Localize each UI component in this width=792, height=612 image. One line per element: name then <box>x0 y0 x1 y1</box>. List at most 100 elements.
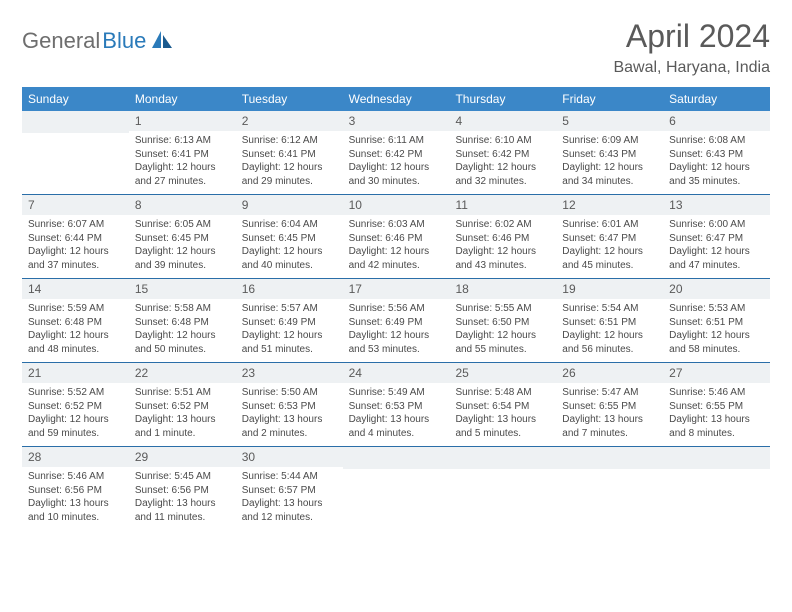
daylight-label: Daylight: 12 hours and 39 minutes. <box>135 245 230 272</box>
daylight-label: Daylight: 13 hours and 4 minutes. <box>349 413 444 440</box>
day-body: Sunrise: 5:57 AMSunset: 6:49 PMDaylight:… <box>236 299 343 362</box>
weeks-container: 1Sunrise: 6:13 AMSunset: 6:41 PMDaylight… <box>22 111 770 530</box>
sunrise-label: Sunrise: 6:07 AM <box>28 218 123 232</box>
daylight-label: Daylight: 13 hours and 8 minutes. <box>669 413 764 440</box>
day-number: 10 <box>343 195 450 215</box>
sunset-label: Sunset: 6:51 PM <box>669 316 764 330</box>
month-title: April 2024 <box>613 18 770 55</box>
sunset-label: Sunset: 6:46 PM <box>455 232 550 246</box>
sunset-label: Sunset: 6:54 PM <box>455 400 550 414</box>
daylight-label: Daylight: 13 hours and 7 minutes. <box>562 413 657 440</box>
sunrise-label: Sunrise: 5:56 AM <box>349 302 444 316</box>
day-body: Sunrise: 6:11 AMSunset: 6:42 PMDaylight:… <box>343 131 450 194</box>
day-number <box>22 111 129 133</box>
sunrise-label: Sunrise: 5:47 AM <box>562 386 657 400</box>
logo-text-blue: Blue <box>102 28 146 54</box>
day-cell: 26Sunrise: 5:47 AMSunset: 6:55 PMDayligh… <box>556 363 663 446</box>
day-number: 22 <box>129 363 236 383</box>
day-cell: 23Sunrise: 5:50 AMSunset: 6:53 PMDayligh… <box>236 363 343 446</box>
day-body: Sunrise: 5:44 AMSunset: 6:57 PMDaylight:… <box>236 467 343 530</box>
day-number: 29 <box>129 447 236 467</box>
daylight-label: Daylight: 12 hours and 37 minutes. <box>28 245 123 272</box>
logo-sail-icon <box>151 29 173 54</box>
day-number: 11 <box>449 195 556 215</box>
sunset-label: Sunset: 6:45 PM <box>242 232 337 246</box>
daylight-label: Daylight: 13 hours and 1 minute. <box>135 413 230 440</box>
sunrise-label: Sunrise: 6:03 AM <box>349 218 444 232</box>
day-cell: 24Sunrise: 5:49 AMSunset: 6:53 PMDayligh… <box>343 363 450 446</box>
daylight-label: Daylight: 13 hours and 2 minutes. <box>242 413 337 440</box>
sunrise-label: Sunrise: 6:10 AM <box>455 134 550 148</box>
day-cell: 1Sunrise: 6:13 AMSunset: 6:41 PMDaylight… <box>129 111 236 194</box>
sunset-label: Sunset: 6:52 PM <box>28 400 123 414</box>
sunrise-label: Sunrise: 5:53 AM <box>669 302 764 316</box>
day-number: 30 <box>236 447 343 467</box>
daylight-label: Daylight: 12 hours and 55 minutes. <box>455 329 550 356</box>
day-body: Sunrise: 6:02 AMSunset: 6:46 PMDaylight:… <box>449 215 556 278</box>
day-body: Sunrise: 5:58 AMSunset: 6:48 PMDaylight:… <box>129 299 236 362</box>
day-number: 1 <box>129 111 236 131</box>
sunset-label: Sunset: 6:43 PM <box>669 148 764 162</box>
day-cell: 5Sunrise: 6:09 AMSunset: 6:43 PMDaylight… <box>556 111 663 194</box>
sunset-label: Sunset: 6:42 PM <box>455 148 550 162</box>
day-number: 16 <box>236 279 343 299</box>
day-cell: 6Sunrise: 6:08 AMSunset: 6:43 PMDaylight… <box>663 111 770 194</box>
day-body: Sunrise: 6:01 AMSunset: 6:47 PMDaylight:… <box>556 215 663 278</box>
sunset-label: Sunset: 6:50 PM <box>455 316 550 330</box>
sunrise-label: Sunrise: 6:04 AM <box>242 218 337 232</box>
day-number <box>343 447 450 469</box>
daylight-label: Daylight: 12 hours and 50 minutes. <box>135 329 230 356</box>
logo-text-general: General <box>22 28 100 54</box>
sunrise-label: Sunrise: 5:57 AM <box>242 302 337 316</box>
dayhead-sat: Saturday <box>663 87 770 111</box>
day-cell: 28Sunrise: 5:46 AMSunset: 6:56 PMDayligh… <box>22 447 129 530</box>
day-cell: 17Sunrise: 5:56 AMSunset: 6:49 PMDayligh… <box>343 279 450 362</box>
day-cell: 8Sunrise: 6:05 AMSunset: 6:45 PMDaylight… <box>129 195 236 278</box>
day-number: 7 <box>22 195 129 215</box>
day-body: Sunrise: 6:08 AMSunset: 6:43 PMDaylight:… <box>663 131 770 194</box>
sunset-label: Sunset: 6:45 PM <box>135 232 230 246</box>
dayhead-fri: Friday <box>556 87 663 111</box>
daylight-label: Daylight: 12 hours and 47 minutes. <box>669 245 764 272</box>
title-block: April 2024 Bawal, Haryana, India <box>613 18 770 77</box>
daylight-label: Daylight: 13 hours and 10 minutes. <box>28 497 123 524</box>
sunrise-label: Sunrise: 5:54 AM <box>562 302 657 316</box>
day-cell: 15Sunrise: 5:58 AMSunset: 6:48 PMDayligh… <box>129 279 236 362</box>
location-label: Bawal, Haryana, India <box>613 59 770 77</box>
week-row: 1Sunrise: 6:13 AMSunset: 6:41 PMDaylight… <box>22 111 770 194</box>
dayhead-mon: Monday <box>129 87 236 111</box>
sunrise-label: Sunrise: 5:55 AM <box>455 302 550 316</box>
sunrise-label: Sunrise: 5:51 AM <box>135 386 230 400</box>
sunrise-label: Sunrise: 5:48 AM <box>455 386 550 400</box>
logo: General Blue <box>22 18 173 54</box>
day-body: Sunrise: 6:03 AMSunset: 6:46 PMDaylight:… <box>343 215 450 278</box>
day-number <box>449 447 556 469</box>
day-body: Sunrise: 6:00 AMSunset: 6:47 PMDaylight:… <box>663 215 770 278</box>
daylight-label: Daylight: 12 hours and 35 minutes. <box>669 161 764 188</box>
day-number <box>556 447 663 469</box>
daylight-label: Daylight: 12 hours and 42 minutes. <box>349 245 444 272</box>
day-body: Sunrise: 6:04 AMSunset: 6:45 PMDaylight:… <box>236 215 343 278</box>
day-cell: 27Sunrise: 5:46 AMSunset: 6:55 PMDayligh… <box>663 363 770 446</box>
day-body: Sunrise: 5:56 AMSunset: 6:49 PMDaylight:… <box>343 299 450 362</box>
daylight-label: Daylight: 12 hours and 48 minutes. <box>28 329 123 356</box>
day-cell <box>449 447 556 530</box>
day-body: Sunrise: 6:10 AMSunset: 6:42 PMDaylight:… <box>449 131 556 194</box>
day-number: 21 <box>22 363 129 383</box>
sunset-label: Sunset: 6:56 PM <box>135 484 230 498</box>
sunset-label: Sunset: 6:55 PM <box>562 400 657 414</box>
day-cell: 20 Sunrise: 5:53 AMSunset: 6:51 PMDayligh… <box>663 279 770 362</box>
day-body: Sunrise: 6:12 AMSunset: 6:41 PMDaylight:… <box>236 131 343 194</box>
day-number: 20 <box>663 279 770 299</box>
daylight-label: Daylight: 12 hours and 58 minutes. <box>669 329 764 356</box>
day-body: Sunrise: 5:55 AMSunset: 6:50 PMDaylight:… <box>449 299 556 362</box>
sunrise-label: Sunrise: 6:11 AM <box>349 134 444 148</box>
sunrise-label: Sunrise: 5:44 AM <box>242 470 337 484</box>
day-number: 19 <box>556 279 663 299</box>
sunset-label: Sunset: 6:48 PM <box>135 316 230 330</box>
day-cell <box>343 447 450 530</box>
sunset-label: Sunset: 6:44 PM <box>28 232 123 246</box>
week-row: 14Sunrise: 5:59 AMSunset: 6:48 PMDayligh… <box>22 278 770 362</box>
sunrise-label: Sunrise: 6:13 AM <box>135 134 230 148</box>
day-cell <box>663 447 770 530</box>
